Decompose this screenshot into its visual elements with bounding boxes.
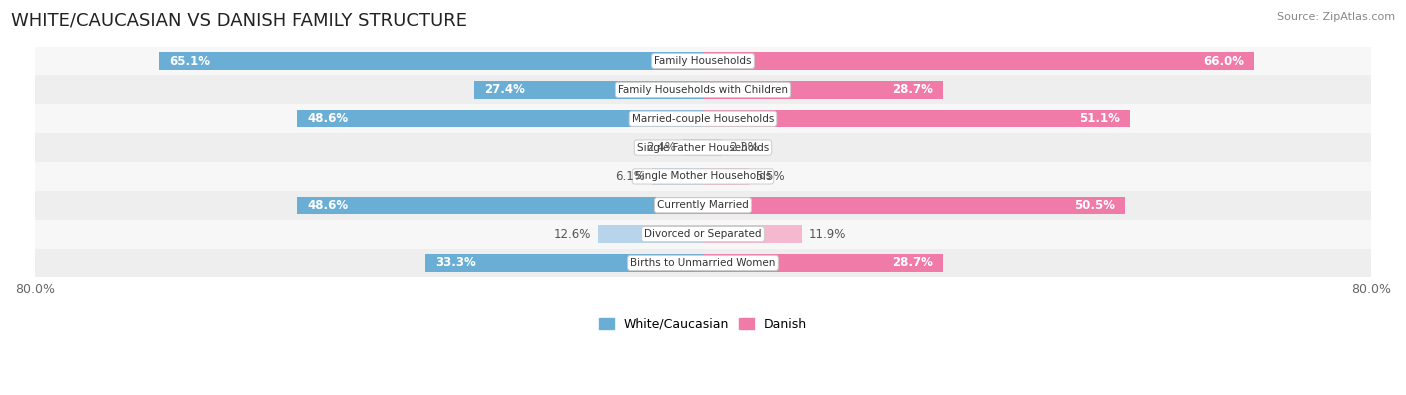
Bar bbox=[703, 53, 1254, 70]
Text: 48.6%: 48.6% bbox=[307, 112, 349, 125]
Text: 27.4%: 27.4% bbox=[484, 83, 524, 96]
Bar bbox=[297, 197, 703, 214]
Text: 11.9%: 11.9% bbox=[808, 228, 846, 241]
Bar bbox=[35, 162, 1371, 191]
Legend: White/Caucasian, Danish: White/Caucasian, Danish bbox=[593, 313, 813, 336]
Text: Currently Married: Currently Married bbox=[657, 200, 749, 210]
Text: 66.0%: 66.0% bbox=[1204, 55, 1244, 68]
Bar bbox=[35, 191, 1371, 220]
Text: Births to Unmarried Women: Births to Unmarried Women bbox=[630, 258, 776, 268]
Bar bbox=[35, 104, 1371, 133]
Bar bbox=[35, 75, 1371, 104]
Text: Single Mother Households: Single Mother Households bbox=[636, 171, 770, 181]
Text: 2.4%: 2.4% bbox=[647, 141, 676, 154]
Text: 2.3%: 2.3% bbox=[728, 141, 759, 154]
Bar bbox=[35, 248, 1371, 277]
Bar bbox=[35, 47, 1371, 75]
Bar bbox=[598, 226, 703, 243]
Bar bbox=[652, 168, 703, 185]
Text: Divorced or Separated: Divorced or Separated bbox=[644, 229, 762, 239]
Text: 50.5%: 50.5% bbox=[1074, 199, 1115, 212]
Text: WHITE/CAUCASIAN VS DANISH FAMILY STRUCTURE: WHITE/CAUCASIAN VS DANISH FAMILY STRUCTU… bbox=[11, 12, 467, 30]
Text: Family Households: Family Households bbox=[654, 56, 752, 66]
Bar bbox=[703, 226, 803, 243]
Text: 12.6%: 12.6% bbox=[554, 228, 591, 241]
Text: Single Father Households: Single Father Households bbox=[637, 143, 769, 152]
Bar bbox=[703, 139, 723, 156]
Bar bbox=[35, 220, 1371, 248]
Text: 5.5%: 5.5% bbox=[755, 170, 785, 183]
Bar bbox=[703, 168, 749, 185]
Text: Source: ZipAtlas.com: Source: ZipAtlas.com bbox=[1277, 12, 1395, 22]
Text: Married-couple Households: Married-couple Households bbox=[631, 114, 775, 124]
Text: 33.3%: 33.3% bbox=[434, 256, 475, 269]
Bar bbox=[297, 110, 703, 127]
Text: 51.1%: 51.1% bbox=[1078, 112, 1119, 125]
Bar bbox=[703, 254, 942, 272]
Text: 28.7%: 28.7% bbox=[891, 256, 932, 269]
Text: Family Households with Children: Family Households with Children bbox=[619, 85, 787, 95]
Text: 6.1%: 6.1% bbox=[616, 170, 645, 183]
Bar bbox=[425, 254, 703, 272]
Text: 28.7%: 28.7% bbox=[891, 83, 932, 96]
Bar bbox=[703, 110, 1129, 127]
Bar bbox=[683, 139, 703, 156]
Bar bbox=[703, 81, 942, 98]
Bar bbox=[159, 53, 703, 70]
Text: 48.6%: 48.6% bbox=[307, 199, 349, 212]
Bar bbox=[474, 81, 703, 98]
Bar bbox=[35, 133, 1371, 162]
Text: 65.1%: 65.1% bbox=[170, 55, 211, 68]
Bar bbox=[703, 197, 1125, 214]
